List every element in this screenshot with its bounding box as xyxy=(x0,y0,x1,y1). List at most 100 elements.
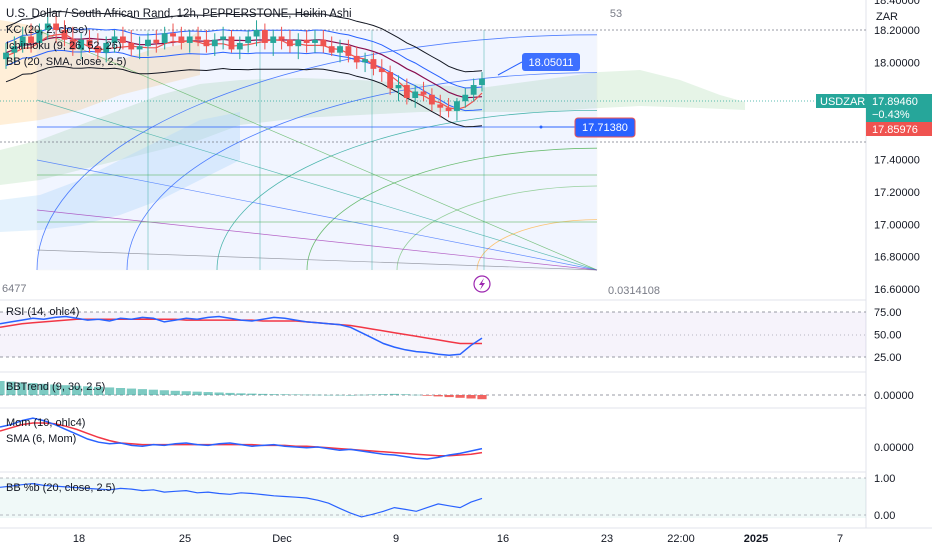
bbtrend-bars xyxy=(0,381,487,400)
candle-body xyxy=(454,101,460,111)
bbtrend-bar xyxy=(93,386,104,395)
legend-bbtrend[interactable]: BBTrend (9, 30, 2.5) xyxy=(6,381,105,393)
time-axis-ticks: 18 25 Dec 9 16 23 22:00 2025 7 xyxy=(73,533,843,545)
kc-lower-line xyxy=(5,49,483,112)
candle-body xyxy=(303,39,310,43)
bbtrend-bar xyxy=(280,394,290,395)
legend-mom[interactable]: Mom (10, ohlc4) xyxy=(6,417,85,429)
mom-lines xyxy=(0,417,483,460)
legend-rsi[interactable]: RSI (14, ohlc4) xyxy=(6,306,79,318)
bbtrend-bar xyxy=(159,390,169,395)
legend-sma[interactable]: SMA (6, Mom) xyxy=(6,433,76,445)
time-tick-label: 2025 xyxy=(744,533,768,545)
candle-body xyxy=(53,23,60,30)
rsi-tick-label: 75.00 xyxy=(874,307,902,319)
ichimoku-cloud xyxy=(0,70,745,185)
candle-body xyxy=(270,36,277,43)
ichimoku-cloud-upper xyxy=(0,20,200,125)
candle-body xyxy=(403,85,410,98)
time-tick-label: 16 xyxy=(497,533,509,545)
candle-body xyxy=(378,68,385,73)
bbtrend-bar xyxy=(6,381,16,395)
bbtrend-bar xyxy=(61,385,71,395)
bbpb-axis-ticks: 1.00 0.00 xyxy=(874,473,895,522)
bbtrend-bar xyxy=(126,388,137,395)
time-tick-label: 7 xyxy=(837,533,843,545)
candle-body xyxy=(178,36,185,43)
price-tick-label: 16.60000 xyxy=(874,284,920,296)
bbpb-line-path xyxy=(0,482,483,518)
candle-body xyxy=(119,36,126,43)
bbtrend-bar xyxy=(72,385,82,395)
candle-body xyxy=(462,94,469,102)
fib-fan-line xyxy=(36,29,598,271)
fib-label-top[interactable]: 18.05011 xyxy=(497,53,580,76)
candle-body xyxy=(445,107,452,111)
bbtrend-bar xyxy=(400,394,410,395)
chart-title: U.S. Dollar / South African Rand, 12h, P… xyxy=(6,8,352,20)
legend-bb[interactable]: BB (20, SMA, close, 2.5) xyxy=(6,56,126,68)
candle-body xyxy=(94,46,101,53)
candle-body xyxy=(387,72,394,89)
lightning-icon[interactable] xyxy=(473,275,491,293)
bbtrend-bar xyxy=(137,389,148,395)
bbtrend-bar xyxy=(247,393,257,395)
currency-label[interactable]: ZAR xyxy=(876,11,898,23)
candle-body xyxy=(253,30,260,37)
candle-body xyxy=(370,59,377,69)
candle-body xyxy=(103,42,110,53)
candle-body xyxy=(195,36,201,40)
bbtrend-bar xyxy=(269,394,279,395)
fib-fan-line xyxy=(36,209,598,271)
fib-label-bottom-text: 17.71380 xyxy=(582,122,628,134)
candle-body xyxy=(44,23,51,30)
fib-fan-lines xyxy=(36,29,598,271)
bbtrend-bar xyxy=(115,388,126,395)
bbtrend-bar xyxy=(17,382,27,395)
symbol-tag: USDZAR xyxy=(820,96,865,108)
rsi-axis-ticks: 75.00 50.00 25.00 xyxy=(874,307,902,364)
candle-body xyxy=(337,46,343,53)
bbtrend-bar xyxy=(181,391,191,395)
candle-body xyxy=(236,42,243,50)
fib-fan-line xyxy=(36,99,598,271)
candle-body xyxy=(345,46,352,56)
mom-line xyxy=(0,417,483,460)
candle-body xyxy=(220,36,227,40)
bbtrend-bar xyxy=(170,390,180,395)
candle-body xyxy=(395,85,402,89)
bbtrend-bar xyxy=(356,394,367,396)
candle-body xyxy=(353,55,360,63)
candle-body xyxy=(3,52,9,60)
rsi-tick-label: 25.00 xyxy=(874,352,902,364)
bbtrend-bar xyxy=(444,395,454,398)
bbtrend-bar xyxy=(345,395,356,396)
price-tick-label: 18.40000 xyxy=(874,0,920,7)
price-tick-label: 17.00000 xyxy=(874,219,920,231)
basis-line xyxy=(5,36,483,99)
price-tick-label: 16.80000 xyxy=(874,252,920,264)
candle-body xyxy=(362,59,369,63)
candle-body xyxy=(86,39,93,47)
bb-lower-line xyxy=(5,65,483,128)
time-tick-label: 25 xyxy=(179,533,191,545)
bbpb-tick-label: 0.00 xyxy=(874,510,895,522)
candle-body xyxy=(479,78,485,86)
candle-body xyxy=(78,39,85,50)
mid-number: 0.0314108 xyxy=(608,285,660,297)
candle-body xyxy=(312,39,318,43)
bbtrend-bar xyxy=(291,394,301,396)
candle-body xyxy=(278,36,285,40)
bbtrend-bar xyxy=(422,395,432,396)
bbtrend-bar xyxy=(236,393,246,395)
top-number: 53 xyxy=(610,8,622,20)
second-price-value: 17.85976 xyxy=(872,124,918,136)
legend-bbpb[interactable]: BB %b (20, close, 2.5) xyxy=(6,482,115,494)
legend-ichimoku[interactable]: Ichimoku (9, 26, 52, 26) xyxy=(6,40,122,52)
bbtrend-bar xyxy=(334,394,345,396)
fib-label-bottom[interactable]: 17.71380 xyxy=(539,117,636,138)
band-lines xyxy=(5,10,483,128)
price-tick-label: 18.20000 xyxy=(874,25,920,37)
legend-kc[interactable]: KC (20, 2, close) xyxy=(6,24,88,36)
